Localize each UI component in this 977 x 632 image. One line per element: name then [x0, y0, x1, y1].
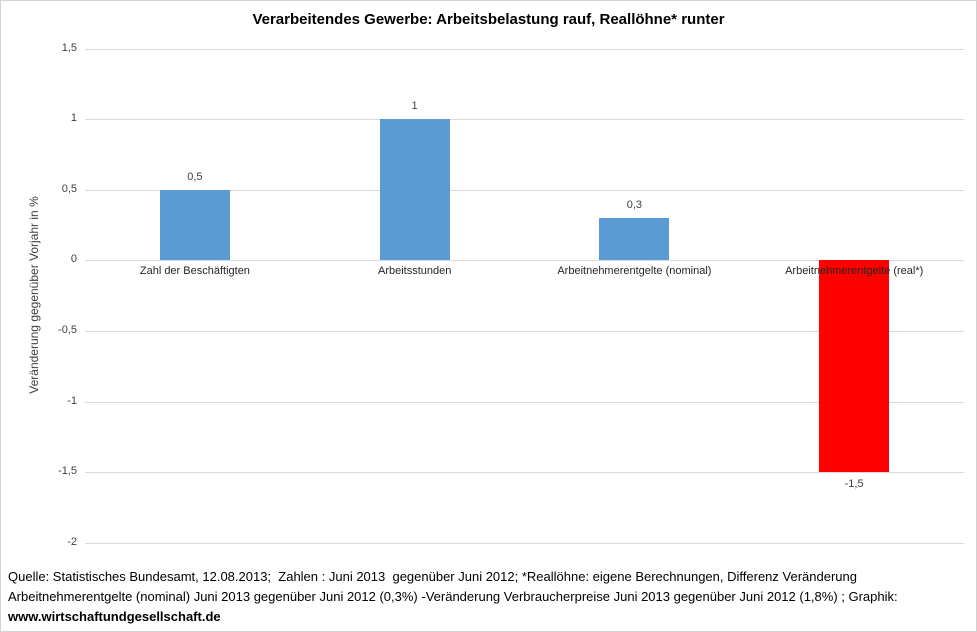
- category-label: Arbeitsstunden: [378, 265, 452, 278]
- gridline: [85, 48, 964, 50]
- bar-value-label: 1: [411, 100, 418, 113]
- category-label: Arbeitnehmerentgelte (real*): [785, 265, 924, 278]
- bar-4: [819, 260, 890, 473]
- gridline: [85, 119, 964, 121]
- footer-line-2: Arbeitnehmerentgelte (nominal) Juni 2013…: [8, 589, 898, 604]
- category-label: Zahl der Beschäftigten: [139, 265, 250, 278]
- footer-url: www.wirtschaftundgesellschaft.de: [8, 609, 221, 624]
- y-axis-tick-label: -1: [67, 394, 77, 407]
- y-axis-tick-label: -1,5: [58, 465, 77, 478]
- y-axis-tick-label: -2: [67, 536, 77, 548]
- source-footer: Quelle: Statistisches Bundesamt, 12.08.2…: [8, 567, 972, 627]
- bar-3: [599, 218, 670, 261]
- y-axis-tick-label: -0,5: [58, 324, 77, 337]
- gridline: [85, 331, 964, 333]
- chart-title: Verarbeitendes Gewerbe: Arbeitsbelastung…: [252, 11, 725, 28]
- y-axis-tick-label: 0,5: [61, 182, 77, 195]
- bar-value-label: -1,5: [844, 478, 864, 491]
- gridline: [85, 543, 964, 544]
- y-axis-tick-label: 1,5: [61, 41, 77, 54]
- bar-value-label: 0,5: [187, 170, 203, 183]
- y-axis-title: Veränderung gegenüber Vorjahr in %: [27, 196, 41, 394]
- gridline: [85, 260, 964, 262]
- bar-1: [159, 189, 230, 261]
- y-axis-tick-label: 1: [70, 112, 77, 125]
- bar-2: [379, 119, 450, 261]
- footer-line-1: Quelle: Statistisches Bundesamt, 12.08.2…: [8, 569, 857, 584]
- category-label: Arbeitnehmerentgelte (nominal): [557, 265, 712, 278]
- gridline: [85, 189, 964, 191]
- gridline: [85, 401, 964, 403]
- y-axis-tick-label: 0: [70, 253, 77, 266]
- gridline: [85, 472, 964, 474]
- bar-value-label: 0,3: [626, 199, 643, 211]
